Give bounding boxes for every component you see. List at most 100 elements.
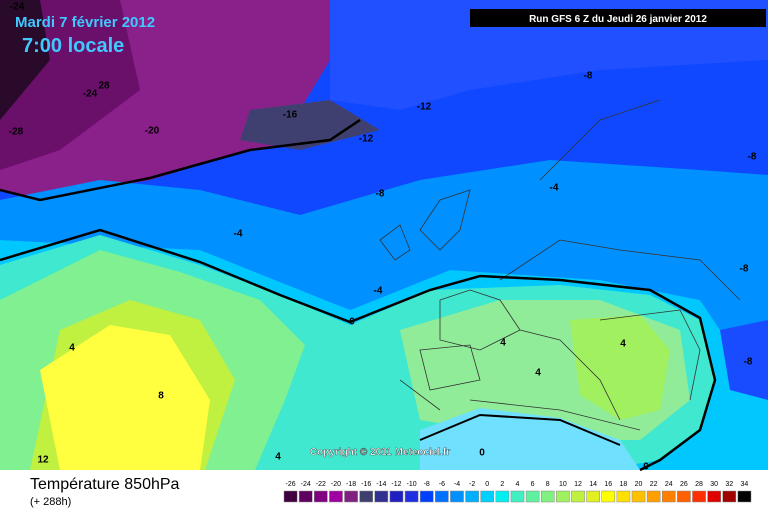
scale-swatch xyxy=(601,490,616,503)
contour-label: -12 xyxy=(417,102,432,113)
copyright: Copyright © 2011 Meteociel.fr xyxy=(310,447,450,458)
contour-label: 12 xyxy=(37,455,49,466)
contour-label: 4 xyxy=(500,338,506,349)
contour-label: -28 xyxy=(9,127,24,138)
scale-swatch xyxy=(631,490,646,503)
scale-swatch xyxy=(495,490,510,503)
scale-label: 28 xyxy=(695,481,703,488)
contour-label: -16 xyxy=(283,110,298,121)
scale-label: -2 xyxy=(469,481,475,488)
contour-label: -4 xyxy=(234,229,243,240)
scale-swatch xyxy=(556,490,570,503)
scale-swatch xyxy=(646,490,661,503)
scale-swatch xyxy=(374,490,389,503)
region xyxy=(420,408,640,470)
scale-swatch xyxy=(692,490,706,503)
run-info: Run GFS 6 Z du Jeudi 26 janvier 2012 xyxy=(529,14,707,25)
contour-label: 0 xyxy=(479,448,485,459)
region xyxy=(240,100,380,150)
scale-label: -20 xyxy=(331,481,341,488)
scale-label: 6 xyxy=(531,481,535,488)
scale-swatch xyxy=(661,490,676,503)
contour-label: -12 xyxy=(359,134,374,145)
contour-label: 4 xyxy=(275,452,281,463)
time-title: 7:00 locale xyxy=(22,35,124,57)
contour-line xyxy=(0,118,361,202)
footer-title: Température 850hPa xyxy=(30,476,180,493)
scale-swatch xyxy=(329,490,343,503)
contour-label: -24 xyxy=(83,89,98,100)
region xyxy=(330,0,768,110)
scale-swatch xyxy=(419,490,434,503)
scale-label: 32 xyxy=(725,481,733,488)
scale-swatch xyxy=(465,490,479,503)
region xyxy=(570,315,670,420)
scale-label: 16 xyxy=(604,481,612,488)
scale-label: -24 xyxy=(301,481,311,488)
region xyxy=(40,325,210,470)
scale-label: 34 xyxy=(741,481,749,488)
scale-swatch xyxy=(344,490,358,503)
scale-label: 14 xyxy=(589,481,597,488)
scale-swatch xyxy=(707,490,721,503)
scale-swatch xyxy=(737,490,752,503)
scale-label: 18 xyxy=(620,481,628,488)
contour-label: -8 xyxy=(584,71,593,82)
scale-label: 12 xyxy=(574,481,582,488)
contour-label: 0 xyxy=(349,317,355,328)
scale-swatch xyxy=(480,490,495,503)
scale-label: 20 xyxy=(635,481,643,488)
scale-label: -8 xyxy=(424,481,430,488)
contour-label: 8 xyxy=(158,391,164,402)
scale-label: -22 xyxy=(316,481,326,488)
scale-swatch xyxy=(571,490,585,503)
scale-swatch xyxy=(525,490,540,503)
scale-label: 26 xyxy=(680,481,688,488)
scale-label: 8 xyxy=(546,481,550,488)
scale-label: 30 xyxy=(710,481,718,488)
scale-swatch xyxy=(450,490,464,503)
contour-label: 4 xyxy=(620,339,626,350)
scale-label: -6 xyxy=(439,481,445,488)
contour-label: -4 xyxy=(550,183,559,194)
contour-label: -8 xyxy=(376,189,385,200)
contour-label: -4 xyxy=(374,286,383,297)
scale-label: -18 xyxy=(346,481,356,488)
contour-label: -20 xyxy=(145,126,160,137)
run-box xyxy=(470,9,766,27)
region xyxy=(720,320,768,400)
contour-label: -8 xyxy=(744,357,753,368)
scale-swatch xyxy=(540,490,555,503)
scale-swatch xyxy=(389,490,404,503)
scale-swatch xyxy=(404,490,419,503)
scale-label: -16 xyxy=(361,481,371,488)
contour-label: -8 xyxy=(740,264,749,275)
scale-label: -10 xyxy=(407,481,417,488)
contour-label: -8 xyxy=(748,152,757,163)
scale-label: 4 xyxy=(516,481,520,488)
contour-label: 4 xyxy=(535,368,541,379)
contour-label: 28 xyxy=(98,81,110,92)
contour-label: 4 xyxy=(69,343,75,354)
scale-swatch xyxy=(722,490,737,503)
contour-label: 0 xyxy=(643,462,649,473)
scale-swatch xyxy=(298,490,313,503)
scale-label: 24 xyxy=(665,481,673,488)
scale-label: 0 xyxy=(485,481,489,488)
region xyxy=(0,0,50,120)
scale-label: -12 xyxy=(391,481,401,488)
scale-swatch xyxy=(510,490,525,503)
scale-swatch xyxy=(677,490,691,503)
scale-label: 22 xyxy=(650,481,658,488)
scale-label: 2 xyxy=(500,481,504,488)
scale-swatch xyxy=(314,490,328,503)
contour-line xyxy=(419,413,621,446)
scale-label: -4 xyxy=(454,481,460,488)
forecast-lead: (+ 288h) xyxy=(30,496,71,508)
scale-label: 10 xyxy=(559,481,567,488)
coastline xyxy=(379,99,741,431)
scale-swatch xyxy=(616,490,631,503)
scale-swatch xyxy=(435,490,449,503)
